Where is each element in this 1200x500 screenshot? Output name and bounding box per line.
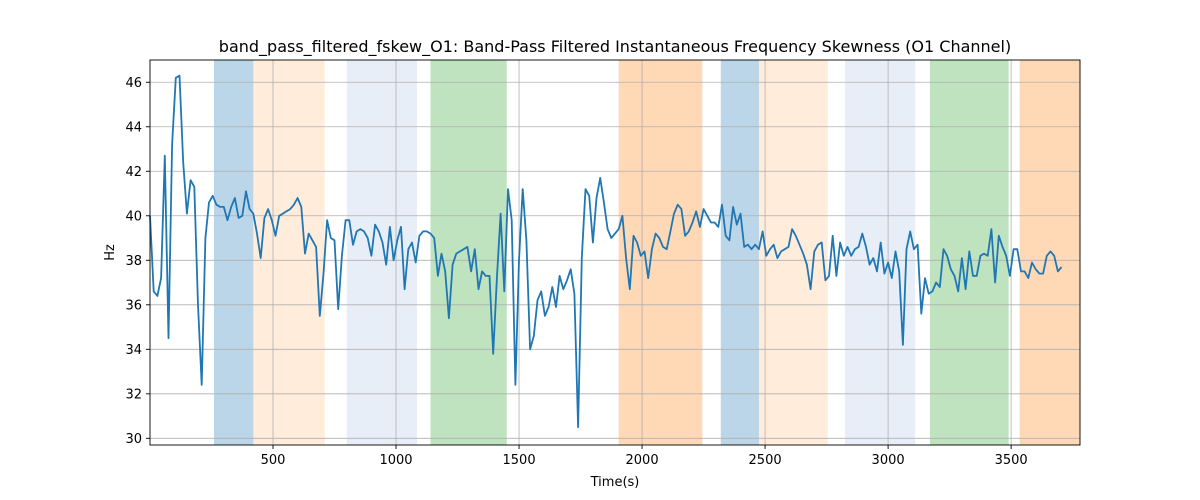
x-tick-label-4: 2500 [749,453,782,468]
x-tick-label-1: 1000 [379,453,412,468]
band-4 [618,60,703,445]
band-2 [346,60,417,445]
y-axis-ticks: 30 32 34 36 38 40 42 44 46 [125,76,150,447]
y-axis-label: Hz [103,244,118,261]
y-tick-label-6: 42 [125,165,142,180]
x-tick-label-2: 1500 [503,453,536,468]
grid [150,60,1080,445]
bands [213,60,1080,445]
y-tick-label-0: 30 [125,432,142,447]
x-tick-label-3: 2000 [626,453,659,468]
y-tick-label-3: 36 [125,298,142,313]
band-6 [758,60,828,445]
y-tick-label-4: 38 [125,254,142,269]
series-line [149,74,1063,429]
band-1 [253,60,325,445]
y-tick-label-2: 34 [125,343,142,358]
y-tick-label-1: 32 [125,387,142,402]
x-tick-label-0: 500 [261,453,286,468]
y-tick-label-7: 44 [125,120,142,135]
band-0 [213,60,254,445]
y-tick-label-5: 40 [125,209,142,224]
x-tick-label-6: 3500 [995,453,1028,468]
plot-frame [149,59,1081,446]
y-tick-label-8: 46 [125,76,142,91]
x-axis-ticks: 500 1000 1500 2000 2500 3000 3500 [261,445,1028,468]
band-5 [720,60,759,445]
x-axis-label: Time(s) [590,475,640,490]
x-tick-label-5: 3000 [872,453,905,468]
chart-title: band_pass_filtered_fskew_O1: Band-Pass F… [219,37,1011,57]
